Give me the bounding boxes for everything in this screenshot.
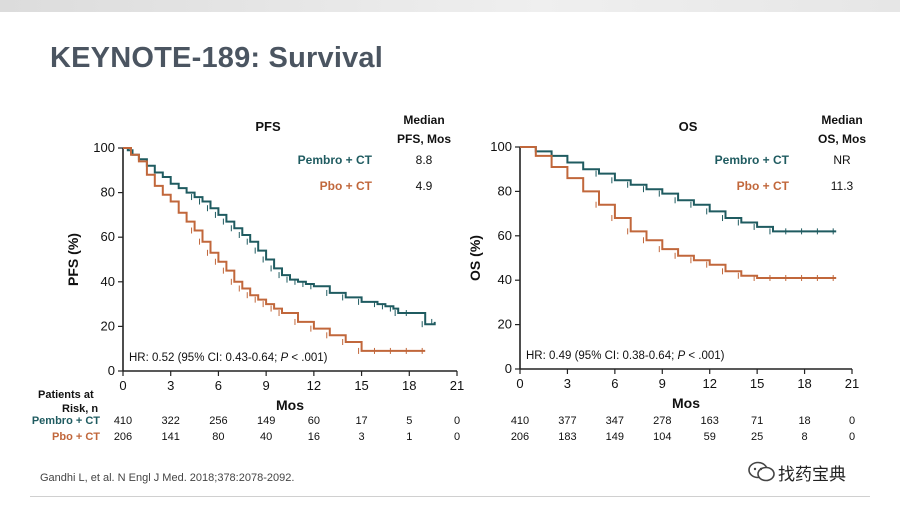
chart1-risk-value: 80	[212, 431, 224, 443]
chart1-risk-value: 149	[257, 415, 275, 427]
chart2-y-tick-label: 0	[505, 361, 512, 376]
chart2-x-tick-label: 21	[845, 376, 859, 391]
chart2-risk-value: 377	[558, 415, 576, 427]
chart1-y-tick-label: 80	[101, 185, 115, 200]
wechat-icon	[748, 461, 775, 482]
chart1-risk-value: 1	[406, 431, 412, 443]
chart1-risk-value: 16	[308, 431, 320, 443]
chart1-x-axis-label: Mos	[276, 397, 304, 413]
chart2-risk-value: 59	[704, 431, 716, 443]
chart2-risk-value: 278	[653, 415, 671, 427]
chart2-title: OS	[679, 119, 698, 134]
chart1-risk-value: 60	[308, 415, 320, 427]
chart2-y-axis-label: OS (%)	[467, 235, 483, 281]
chart2-median-pbo: 11.3	[831, 179, 854, 193]
chart2-x-tick-label: 12	[702, 376, 716, 391]
chart1-median-pembro: 8.8	[416, 153, 433, 167]
chart1-y-tick-label: 0	[108, 363, 115, 378]
chart2-y-tick-label: 100	[490, 139, 512, 154]
chart2-risk-value: 71	[751, 415, 763, 427]
watermark-text: 找药宝典	[778, 465, 846, 485]
chart1-y-tick-label: 100	[93, 140, 115, 155]
chart1-risk-value: 410	[114, 415, 132, 427]
chart1-risk-header: Risk, n	[62, 403, 98, 415]
chart1-series-line-pbo	[123, 147, 426, 352]
watermark-logo: 找药宝典	[748, 456, 888, 486]
chart1-risk-value: 17	[355, 415, 367, 427]
chart1-risk-value: 40	[260, 431, 272, 443]
chart2-risk-value: 410	[511, 415, 529, 427]
chart2-series-line-pbo	[520, 146, 837, 279]
chart1-median-header: PFS, Mos	[397, 132, 451, 146]
chart1-y-tick-label: 60	[101, 229, 115, 244]
chart1-y-axis-label: PFS (%)	[65, 233, 81, 286]
chart2-y-tick-label: 40	[498, 272, 512, 287]
chart2-median-pembro: NR	[833, 153, 851, 167]
chart1-x-tick-label: 0	[119, 378, 126, 393]
chart2-x-tick-label: 18	[797, 376, 811, 391]
chart1-y-tick-label: 40	[101, 274, 115, 289]
chart2-legend-pembro: Pembro + CT	[715, 153, 790, 167]
chart1-risk-value: 256	[209, 415, 227, 427]
chart1-median-pbo: 4.9	[416, 179, 433, 193]
chart1-legend-pbo: Pbo + CT	[320, 179, 373, 193]
chart2-x-tick-label: 3	[564, 376, 571, 391]
chart2-risk-value: 347	[606, 415, 624, 427]
chart2-median-header: Median	[821, 113, 862, 127]
chart2-y-tick-label: 20	[498, 317, 512, 332]
chart2-median-header: OS, Mos	[818, 132, 866, 146]
chart1-risk-header: Patients at	[38, 389, 94, 401]
chart1-median-header: Median	[403, 113, 444, 127]
chart2-risk-value: 149	[606, 431, 624, 443]
chart1-x-tick-label: 21	[450, 378, 464, 393]
chart1-x-tick-label: 9	[263, 378, 270, 393]
chart2-x-tick-label: 6	[611, 376, 618, 391]
chart2-risk-value: 18	[798, 415, 810, 427]
chart1-title: PFS	[255, 119, 281, 134]
chart1-x-tick-label: 15	[354, 378, 368, 393]
chart1-hazard-ratio: HR: 0.52 (95% CI: 0.43-0.64; P < .001)	[129, 352, 328, 364]
chart2-risk-value: 206	[511, 431, 529, 443]
chart2-x-tick-label: 9	[659, 376, 666, 391]
chart1-x-tick-label: 18	[402, 378, 416, 393]
chart1-risk-value: 141	[162, 431, 180, 443]
chart2-risk-value: 163	[701, 415, 719, 427]
chart1-x-tick-label: 12	[307, 378, 321, 393]
chart1-risk-row-label: Pbo + CT	[52, 431, 100, 443]
chart1-risk-value: 0	[454, 431, 460, 443]
chart1-risk-value: 206	[114, 431, 132, 443]
footer-rule	[30, 496, 870, 497]
chart2-risk-value: 25	[751, 431, 763, 443]
chart1-risk-value: 5	[406, 415, 412, 427]
chart2-series-line-pembro	[520, 146, 837, 233]
chart1-risk-value: 322	[162, 415, 180, 427]
chart1-risk-value: 3	[359, 431, 365, 443]
chart2-y-tick-label: 60	[498, 228, 512, 243]
chart2-risk-value: 0	[849, 415, 855, 427]
chart1-series-line-pembro	[123, 147, 436, 326]
top-band	[0, 0, 900, 12]
chart2-legend-pbo: Pbo + CT	[737, 179, 790, 193]
chart1-risk-value: 0	[454, 415, 460, 427]
chart2-risk-value: 104	[653, 431, 671, 443]
chart1-legend-pembro: Pembro + CT	[298, 153, 373, 167]
chart2-hazard-ratio: HR: 0.49 (95% CI: 0.38-0.64; P < .001)	[526, 350, 725, 362]
chart2-x-tick-label: 15	[750, 376, 764, 391]
chart1-x-tick-label: 6	[215, 378, 222, 393]
chart2-x-axis-label: Mos	[672, 395, 700, 411]
chart2-risk-value: 8	[802, 431, 808, 443]
chart2-y-tick-label: 80	[498, 183, 512, 198]
chart1-risk-row-label: Pembro + CT	[32, 415, 100, 427]
slide-title: KEYNOTE-189: Survival	[50, 42, 383, 74]
citation: Gandhi L, et al. N Engl J Med. 2018;378:…	[40, 472, 295, 484]
chart2-risk-value: 183	[558, 431, 576, 443]
chart2-x-tick-label: 0	[516, 376, 523, 391]
chart2-risk-value: 0	[849, 431, 855, 443]
chart1-x-tick-label: 3	[167, 378, 174, 393]
chart1-y-tick-label: 20	[101, 318, 115, 333]
